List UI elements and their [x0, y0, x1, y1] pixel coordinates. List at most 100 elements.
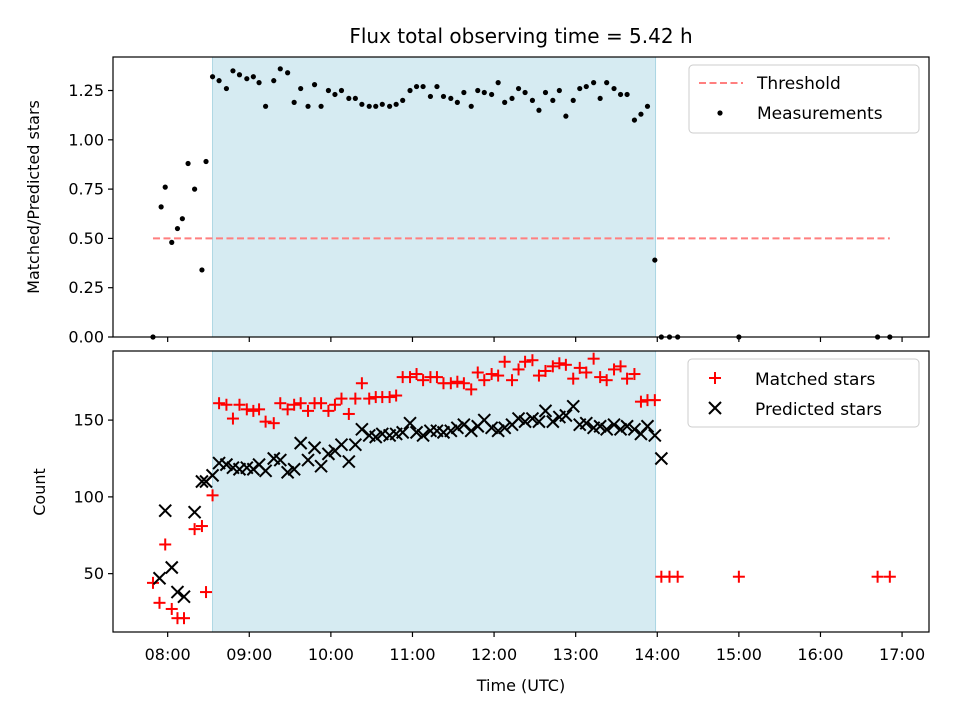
- y-tick-label: 0.00: [68, 328, 104, 347]
- measurement-point: [203, 158, 209, 165]
- y-tick-label: 1.00: [68, 130, 104, 149]
- measurement-point: [305, 103, 311, 109]
- predicted-star-point: [497, 421, 512, 435]
- predicted-star-point: [450, 421, 465, 435]
- matched-star-point: [573, 361, 586, 374]
- matched-star-point: [247, 404, 260, 417]
- measurement-point: [611, 85, 617, 92]
- measurement-point: [434, 83, 440, 90]
- predicted-star-point: [444, 424, 458, 438]
- measurement-point: [536, 107, 542, 113]
- bottom-y-axis-label: Count: [30, 468, 49, 516]
- predicted-star-point: [334, 437, 349, 452]
- predicted-star-point: [273, 453, 287, 467]
- top-observing-interval-shade: [212, 56, 657, 338]
- measurement-point: [556, 87, 562, 94]
- measurement-point: [407, 87, 413, 94]
- matched-star-point: [195, 520, 208, 533]
- top-y-axis-label: Matched/Predicted stars: [24, 100, 43, 294]
- x-tick-label: 08:00: [145, 645, 191, 664]
- measurement-point: [563, 113, 569, 119]
- matched-star-point: [621, 372, 634, 385]
- x-tick-label: 16:00: [797, 645, 843, 664]
- predicted-stars-legend-swatch: [708, 401, 722, 415]
- x-tick-label: 10:00: [308, 645, 354, 664]
- matched-star-point: [188, 523, 201, 536]
- matched-star-point: [259, 415, 272, 428]
- measurement-point: [604, 80, 610, 86]
- predicted-star-point: [403, 416, 417, 430]
- measurement-point: [332, 91, 338, 98]
- bottom-observing-interval-shade: [212, 350, 657, 633]
- bottom-x-axis-ticks: 08:00 09:00 10:00 11:00 12:00 13:00 14:00 15:00…: [145, 632, 925, 664]
- matched-star-point: [146, 576, 159, 589]
- measurement-point: [185, 160, 191, 167]
- predicted-star-point: [170, 585, 185, 599]
- measurement-point: [325, 87, 332, 94]
- measurement-point: [489, 91, 495, 98]
- matched-star-point: [559, 358, 572, 371]
- measurement-point: [250, 74, 256, 80]
- matched-star-point: [519, 355, 532, 368]
- predicted-star-point: [293, 436, 308, 450]
- measurement-point: [298, 85, 304, 92]
- measurement-points: [150, 66, 893, 340]
- matched-star-point: [526, 354, 539, 367]
- matched-star-point: [274, 397, 287, 410]
- measurement-point: [174, 225, 181, 232]
- predicted-stars-legend-label: Predicted stars: [755, 400, 882, 420]
- measurement-point: [209, 74, 216, 80]
- measurement-point: [570, 97, 576, 103]
- matched-star-point: [177, 612, 190, 625]
- predicted-star-point: [165, 560, 179, 575]
- measurement-point: [393, 101, 399, 107]
- matched-star-point: [485, 368, 498, 381]
- measurement-point: [495, 80, 501, 86]
- predicted-star-point: [559, 408, 573, 423]
- measurement-point: [448, 95, 454, 102]
- predicted-star-point: [219, 457, 234, 472]
- matched-star-point: [213, 397, 226, 410]
- measurement-point: [420, 83, 426, 90]
- predicted-star-point: [613, 422, 628, 437]
- x-tick-label: 12:00: [471, 645, 517, 664]
- matched-star-point: [383, 391, 396, 404]
- measurement-point: [162, 184, 168, 190]
- measurement-point: [236, 72, 243, 78]
- x-axis-label: Time (UTC): [476, 676, 565, 695]
- measurement-point: [550, 97, 556, 103]
- y-tick-label: 50: [84, 564, 104, 583]
- matched-star-point: [322, 404, 335, 417]
- x-tick-label: 11:00: [389, 645, 435, 664]
- measurement-point: [199, 267, 205, 273]
- predicted-star-point: [464, 424, 478, 438]
- measurement-point: [542, 89, 549, 96]
- matched-star-point: [390, 389, 403, 402]
- matched-star-point: [732, 570, 745, 583]
- matched-star-point: [492, 369, 505, 382]
- predicted-star-point: [484, 421, 499, 435]
- predicted-star-point: [654, 451, 669, 466]
- measurement-point: [529, 97, 536, 103]
- measurement-point: [277, 66, 283, 72]
- measurement-point: [413, 83, 420, 90]
- measurement-point: [617, 91, 624, 98]
- measurement-point: [502, 99, 508, 105]
- bottom-plot-frame: [112, 350, 930, 633]
- predicted-star-point: [321, 447, 336, 461]
- predicted-star-point: [648, 428, 662, 443]
- matched-star-point: [512, 363, 525, 376]
- measurement-point: [352, 95, 358, 102]
- chart-title: Flux total observing time = 5.42 h: [349, 24, 692, 48]
- y-tick-label: 0.25: [68, 278, 104, 297]
- x-tick-label: 15:00: [716, 645, 762, 664]
- measurement-point: [624, 91, 630, 98]
- matched-star-point: [253, 403, 266, 416]
- y-tick-label: 0.75: [68, 180, 104, 199]
- measurement-point: [461, 89, 467, 96]
- measurement-point: [509, 95, 515, 102]
- predicted-star-point: [342, 454, 356, 469]
- predicted-star-point: [511, 411, 526, 426]
- x-tick-label: 13:00: [553, 645, 599, 664]
- x-tick-label: 14:00: [634, 645, 680, 664]
